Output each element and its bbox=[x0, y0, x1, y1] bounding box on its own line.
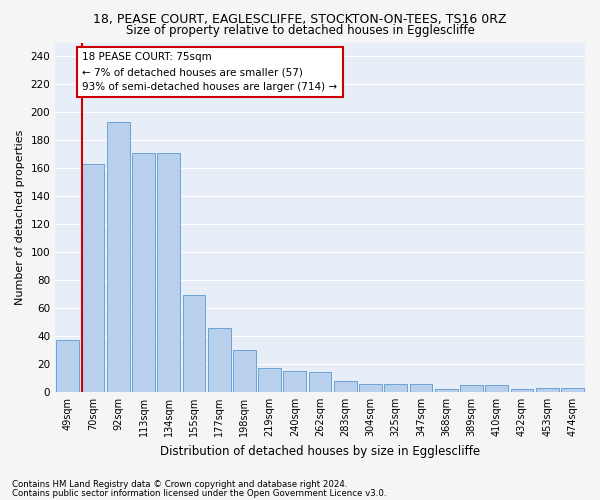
Bar bbox=[485, 385, 508, 392]
Bar bbox=[82, 164, 104, 392]
Bar bbox=[107, 122, 130, 392]
Bar bbox=[132, 153, 155, 392]
Bar bbox=[511, 389, 533, 392]
Bar bbox=[233, 350, 256, 392]
Text: 18 PEASE COURT: 75sqm
← 7% of detached houses are smaller (57)
93% of semi-detac: 18 PEASE COURT: 75sqm ← 7% of detached h… bbox=[82, 52, 338, 92]
Bar bbox=[410, 384, 433, 392]
Bar bbox=[460, 385, 483, 392]
Text: Contains public sector information licensed under the Open Government Licence v3: Contains public sector information licen… bbox=[12, 488, 386, 498]
Text: Size of property relative to detached houses in Egglescliffe: Size of property relative to detached ho… bbox=[125, 24, 475, 37]
Bar bbox=[157, 153, 180, 392]
Bar bbox=[56, 340, 79, 392]
Text: Contains HM Land Registry data © Crown copyright and database right 2024.: Contains HM Land Registry data © Crown c… bbox=[12, 480, 347, 489]
Bar bbox=[536, 388, 559, 392]
Bar bbox=[309, 372, 331, 392]
Y-axis label: Number of detached properties: Number of detached properties bbox=[15, 130, 25, 305]
Bar bbox=[435, 389, 458, 392]
Bar bbox=[561, 388, 584, 392]
Text: 18, PEASE COURT, EAGLESCLIFFE, STOCKTON-ON-TEES, TS16 0RZ: 18, PEASE COURT, EAGLESCLIFFE, STOCKTON-… bbox=[93, 12, 507, 26]
Bar bbox=[283, 371, 306, 392]
Bar bbox=[182, 296, 205, 392]
Bar bbox=[359, 384, 382, 392]
Bar bbox=[208, 328, 230, 392]
Bar bbox=[334, 380, 356, 392]
X-axis label: Distribution of detached houses by size in Egglescliffe: Distribution of detached houses by size … bbox=[160, 444, 480, 458]
Bar bbox=[385, 384, 407, 392]
Bar bbox=[258, 368, 281, 392]
